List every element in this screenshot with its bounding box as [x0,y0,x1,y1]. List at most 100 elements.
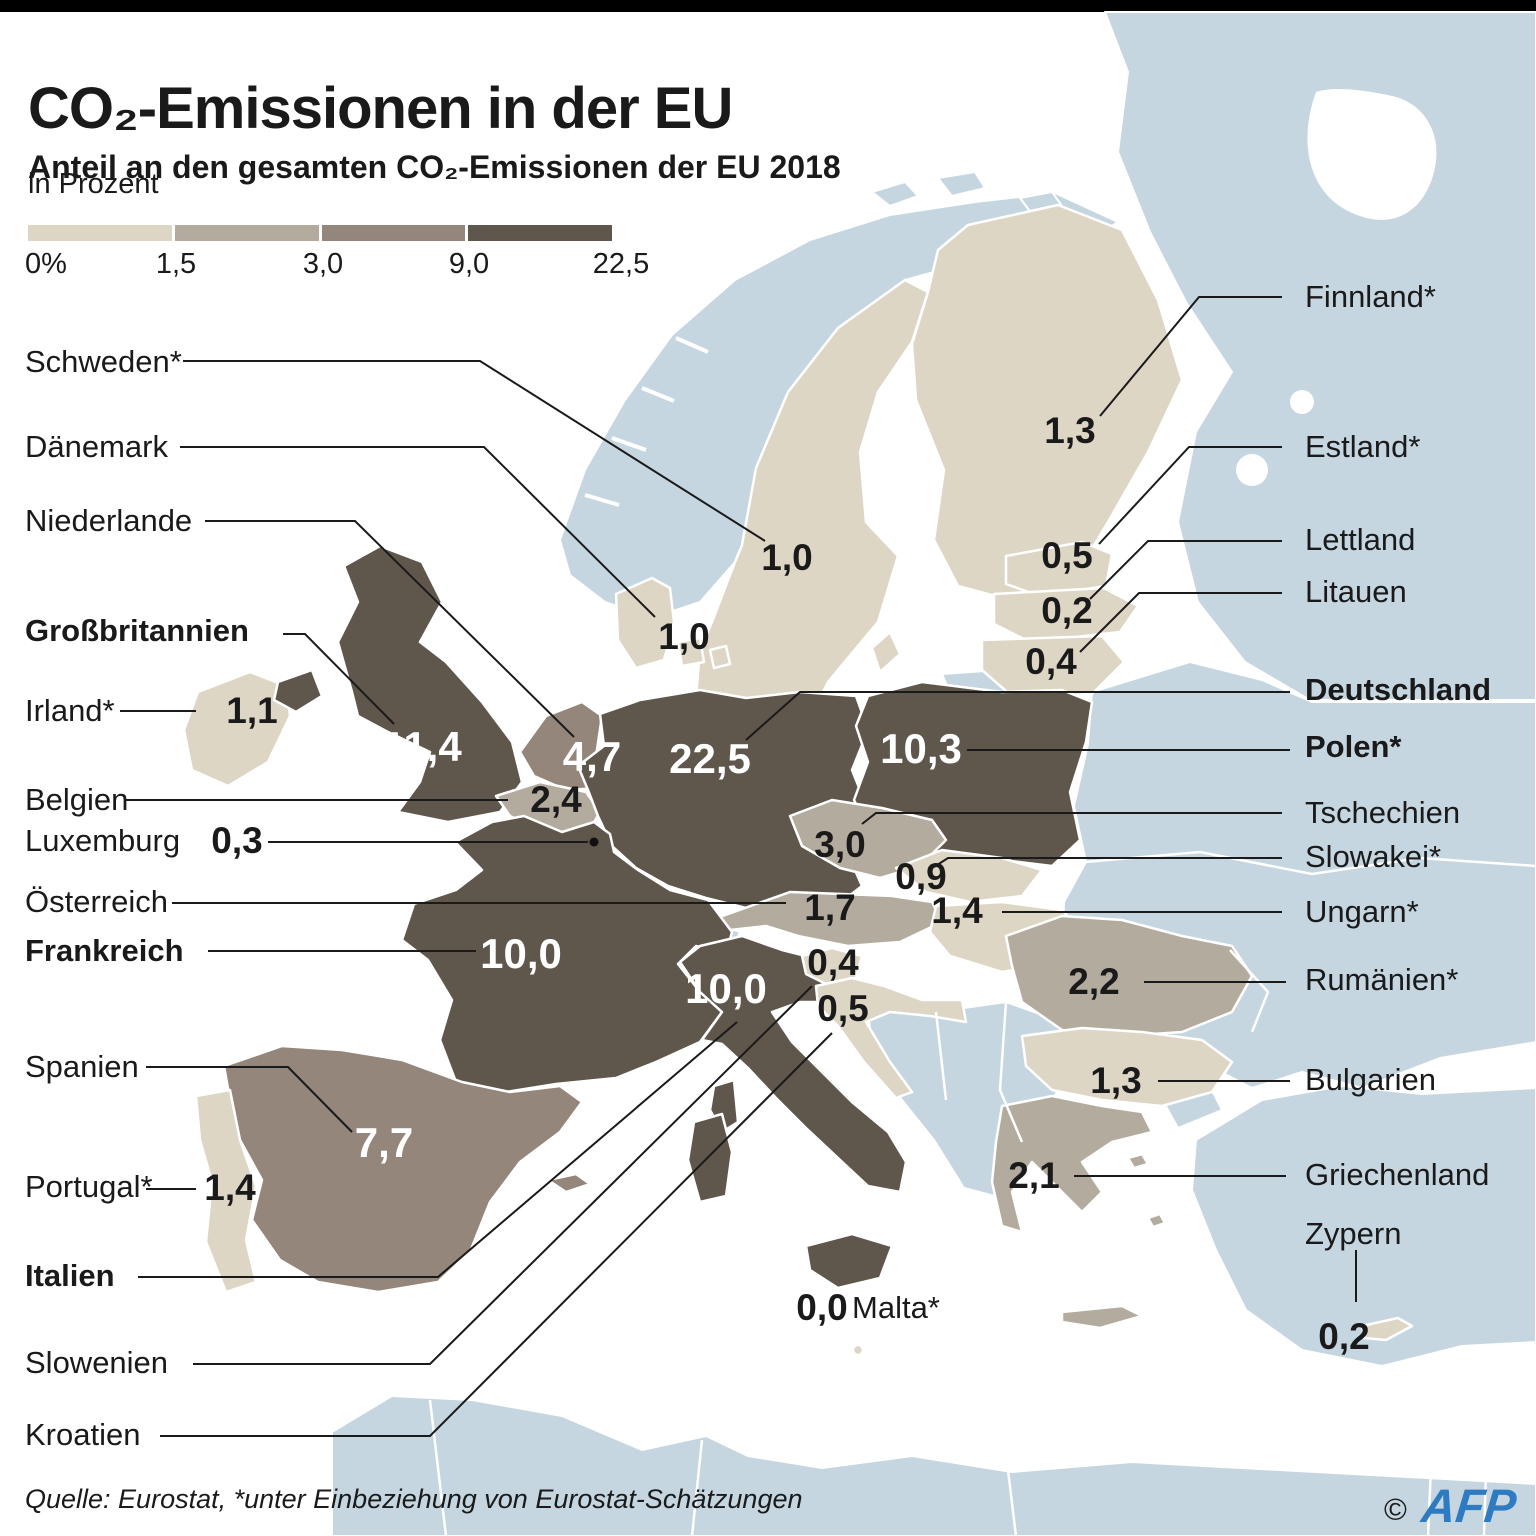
legend-ticks: 0% 1,5 3,0 9,0 22,5 [0,248,700,288]
country-shape-uk [272,544,524,824]
country-label-hungary: Ungarn* [1305,894,1419,929]
legend-tick-3: 9,0 [448,248,490,280]
country-label-latvia: Lettland [1305,522,1416,557]
leader-line-netherlands [205,520,575,738]
top-bar [0,0,1536,12]
country-shape-spain [222,1044,584,1294]
country-shape-greece [990,1094,1154,1234]
country-label-finland: Finnland* [1305,279,1436,314]
page-subtitle: Anteil an den gesamten CO₂-Emissionen de… [28,148,841,185]
leader-line-germany [745,691,1290,741]
gotland-island [870,630,902,674]
country-value-uk: 11,4 [382,723,462,770]
country-label-uk: Großbritannien [25,613,249,648]
country-value-malta: 0,0 [796,1287,848,1328]
leader-line-denmark [180,446,656,618]
balearic-islands [546,1172,592,1194]
country-label-romania: Rumänien* [1305,962,1459,997]
north-africa-coast [331,1395,1536,1536]
country-value-latvia: 0,2 [1041,590,1093,631]
country-label-italy: Italien [25,1258,115,1293]
country-shape-romania [1004,914,1254,1038]
country-label-belgium: Belgien [25,782,129,817]
country-label-greece: Griechenland [1305,1157,1490,1192]
leader-line-spain [146,1066,353,1133]
country-value-sweden: 1,0 [761,537,813,578]
country-value-bulgaria: 1,3 [1090,1060,1142,1101]
country-shape-cyprus [1360,1316,1414,1342]
country-value-germany: 22,5 [669,735,751,782]
country-label-slovenia: Slowenien [25,1345,169,1380]
legend-tick-4: 22,5 [592,248,650,280]
country-value-italy: 10,0 [685,965,767,1012]
crete-island [1060,1304,1144,1330]
country-value-austria: 1,7 [804,887,856,928]
country-shape-finland [910,203,1184,604]
country-shape-denmark [614,576,732,670]
non-eu-borders [428,336,1536,1536]
page-title: CO₂-Emissionen in der EU [28,75,733,141]
country-value-cyprus: 0,2 [1318,1316,1370,1357]
leader-line-finland [1099,296,1282,417]
country-value-lithuania: 0,4 [1025,641,1077,682]
legend-swatch-4 [468,225,612,241]
leader-line-slovakia [933,857,1282,868]
leader-line-slovenia [193,985,813,1365]
country-shape-lithuania [980,634,1126,700]
lake-onega [1290,390,1314,414]
country-shape-latvia [992,586,1140,644]
country-value-hungary: 1,4 [931,890,983,931]
country-value-slovenia: 0,4 [807,942,859,983]
country-label-germany: Deutschland [1305,672,1492,707]
lake-ladoga [1236,454,1268,486]
country-shape-croatia [814,976,968,1100]
luxembourg-dot [589,837,599,847]
aegean-islands [1126,1152,1167,1229]
leader-line-italy [138,1021,738,1278]
white-sea [1307,89,1437,220]
country-value-greece: 2,1 [1008,1155,1060,1196]
country-label-malta: Malta* [852,1290,940,1325]
country-label-estonia: Estland* [1305,429,1421,464]
leader-line-uk [283,633,395,725]
leader-lines [120,296,1357,1437]
country-value-luxembourg: 0,3 [211,820,263,861]
country-shape-estonia [1004,540,1114,598]
country-label-croatia: Kroatien [25,1417,141,1452]
country-label-france: Frankreich [25,933,184,968]
legend-swatch-3 [321,225,466,241]
legend-tick-2: 3,0 [302,248,344,280]
country-shape-portugal [194,1088,258,1294]
country-value-ireland: 1,1 [226,690,278,731]
country-value-finland: 1,3 [1044,410,1096,451]
country-value-estonia: 0,5 [1041,535,1093,576]
country-label-slovakia: Slowakei* [1305,839,1442,874]
country-label-sweden: Schweden* [25,344,182,379]
legend-tick-1: 1,5 [155,248,197,280]
copyright-symbol: © [1384,1492,1407,1527]
country-label-czech: Tschechien [1305,795,1461,830]
leader-line-estonia [1098,446,1282,545]
afp-logo: AFP [1419,1479,1519,1532]
leader-line-sweden [183,360,766,542]
country-label-bulgaria: Bulgarien [1305,1062,1436,1097]
country-label-netherlands: Niederlande [25,503,193,538]
country-shape-turkey [1191,1085,1536,1367]
country-shape-malta [851,1343,865,1357]
legend-swatch-2 [174,225,319,241]
country-value-portugal: 1,4 [204,1167,256,1208]
country-value-belgium: 2,4 [530,779,582,820]
sicily-island [804,1232,894,1290]
legend-swatch-1 [28,225,172,241]
country-label-portugal: Portugal* [25,1169,153,1204]
country-value-poland: 10,3 [880,725,962,772]
country-value-romania: 2,2 [1068,961,1120,1002]
country-label-austria: Österreich [25,884,168,919]
country-value-france: 10,0 [480,930,562,977]
country-label-luxembourg: Luxemburg [25,823,181,858]
country-label-poland: Polen* [1305,729,1402,764]
country-value-denmark: 1,0 [658,616,710,657]
unit-label: in Prozent [28,168,159,200]
